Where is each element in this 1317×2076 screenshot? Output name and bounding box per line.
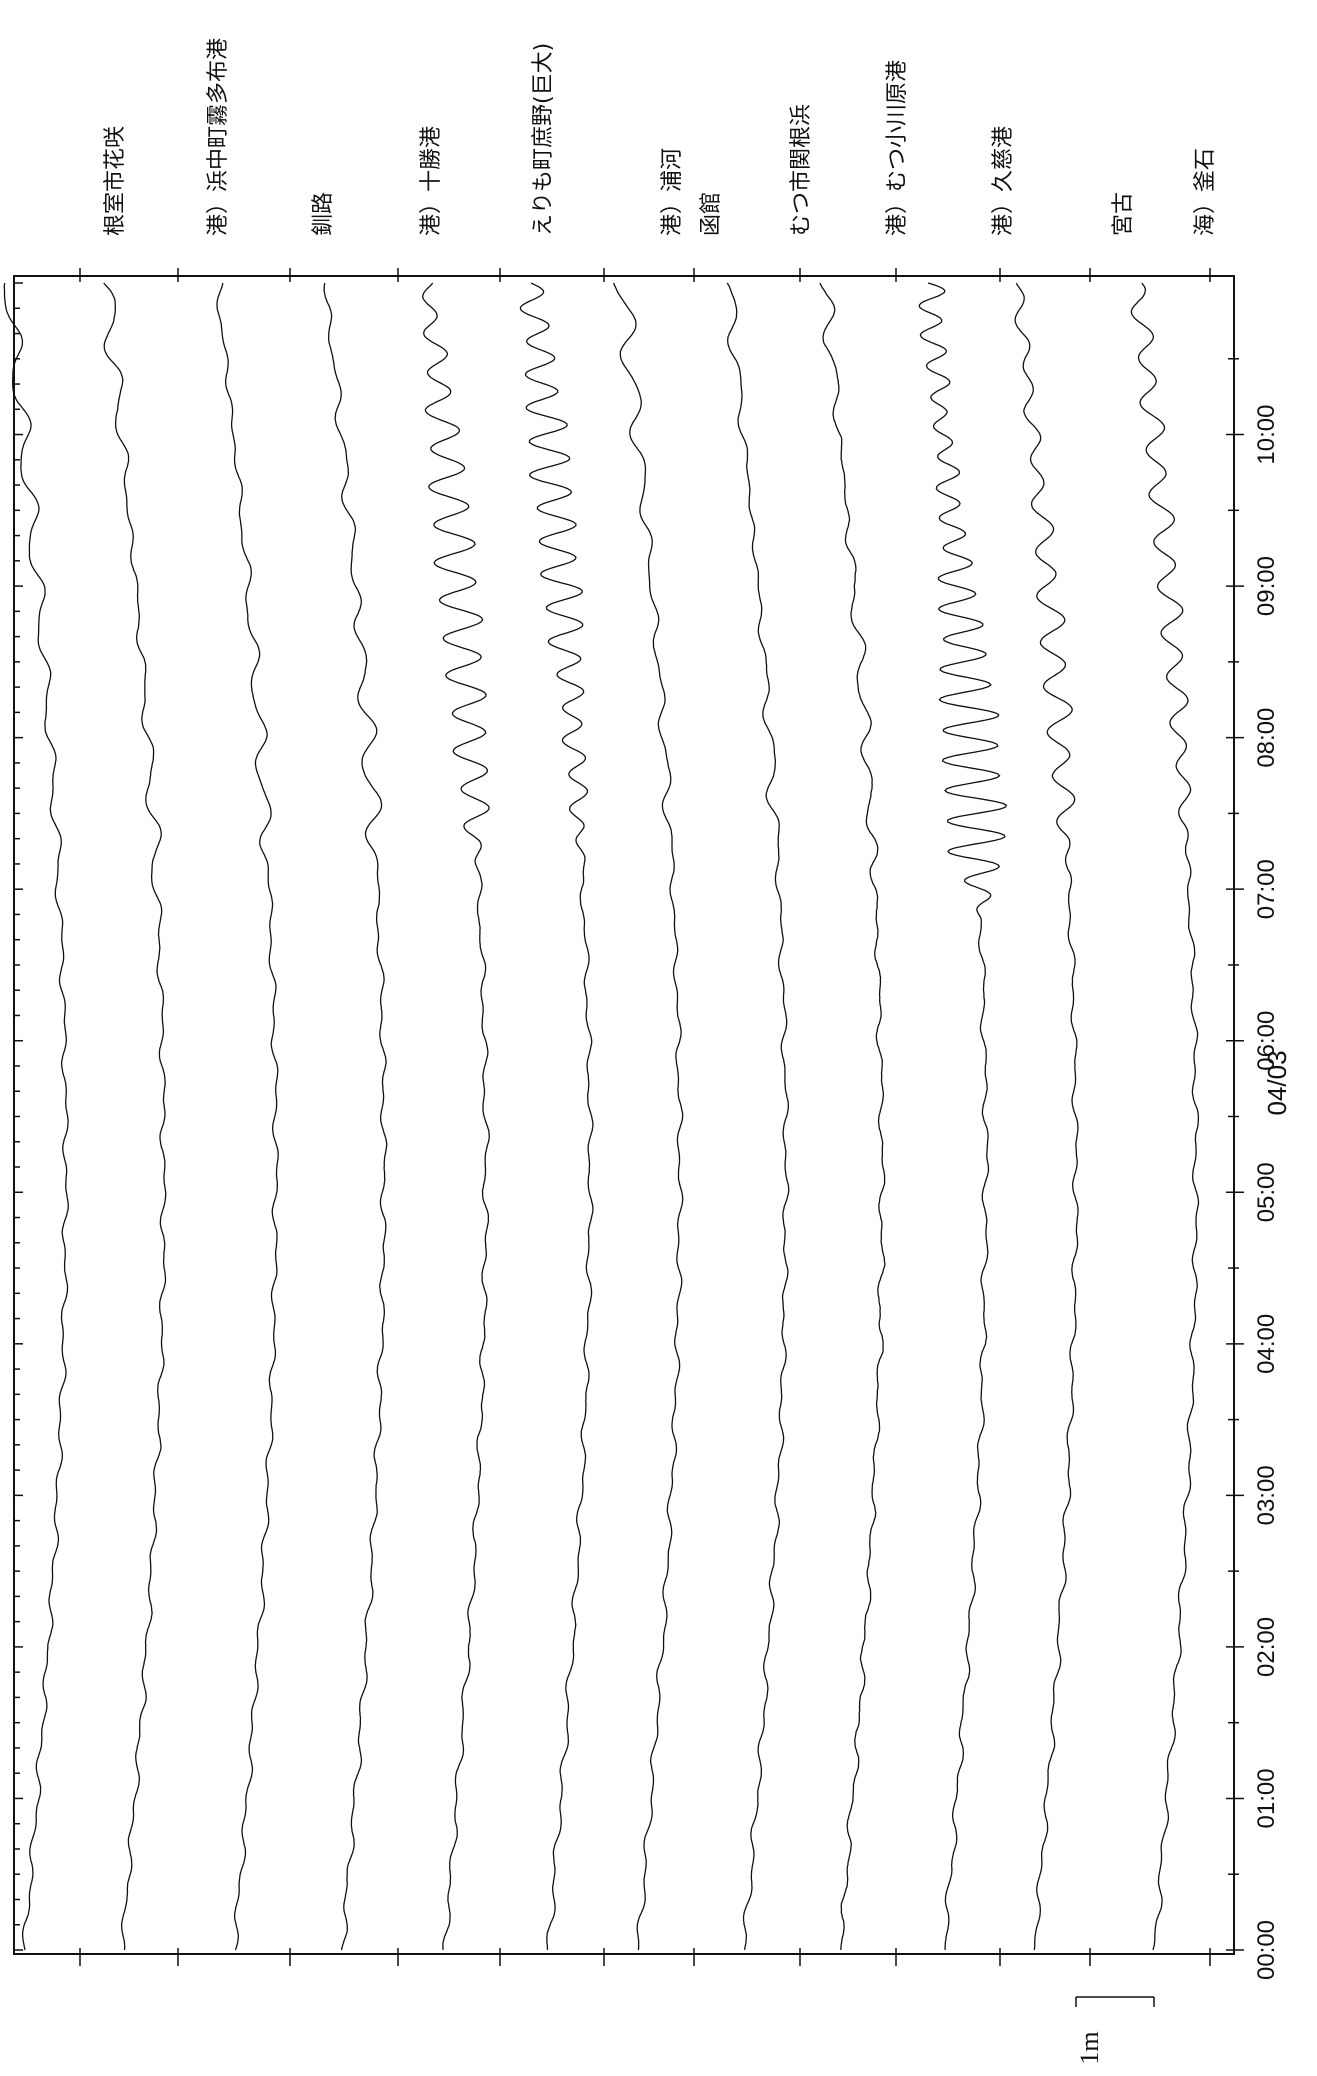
tide-trace [918,282,1008,1951]
station-label: 港）浜中町霧多布港 [206,38,231,236]
tide-trace [519,282,594,1951]
tide-trace [1130,282,1200,1951]
station-label: 海）釜石 [1193,148,1218,236]
tide-trace [613,282,684,1951]
station-label: 宮古 [1111,192,1136,236]
traces [3,282,1200,1951]
scale-bar-label: 1m [1075,2031,1104,2064]
station-label: 港）久慈港 [991,126,1016,236]
tide-trace [1014,282,1079,1951]
hour-tick-label: 10:00 [1253,405,1280,465]
tide-trace [323,282,388,1951]
tide-trace [216,282,279,1951]
hour-tick-label: 05:00 [1253,1162,1280,1222]
hour-tick-label: 07:00 [1253,859,1280,919]
hour-tick-label: 04:00 [1253,1314,1280,1374]
hour-tick-label: 08:00 [1253,708,1280,768]
station-label: 釧路 [311,192,336,236]
hour-tick-label: 09:00 [1253,556,1280,616]
tide-trace [422,282,490,1950]
axis-ticks: 00:00 01:00 02:00 03:00 04:00 05:00 06:00 07:00… [14,268,1280,1980]
station-label: えりも町庶野(巨大) [531,43,556,236]
hour-tick-label: 01:00 [1253,1768,1280,1828]
station-label: 港）浦河 [660,148,685,236]
tide-trace [726,282,790,1951]
station-label: むつ市関根浜 [789,104,814,236]
station-label: 港）むつ小川原港 [885,60,910,236]
station-label: 根室市花咲 [103,126,128,236]
plot-frame [13,275,1235,1955]
tide-trace [3,282,69,1951]
hour-tick-label: 06:00 [1253,1011,1280,1071]
hour-tick-label: 03:00 [1253,1465,1280,1525]
tide-trace [819,282,886,1950]
tide-trace [103,282,167,1951]
hour-tick-label: 02:00 [1253,1617,1280,1677]
station-label: 函館 [699,192,724,236]
date-label: 04/03 [1262,1050,1292,1115]
station-labels: 根室市花咲 港）浜中町霧多布港釧路 港）十勝港 えりも町庶野(巨大) 港）浦河 函館 むつ市… [103,38,1218,236]
station-label: 港）十勝港 [419,126,444,236]
hour-tick-label: 00:00 [1253,1920,1280,1980]
